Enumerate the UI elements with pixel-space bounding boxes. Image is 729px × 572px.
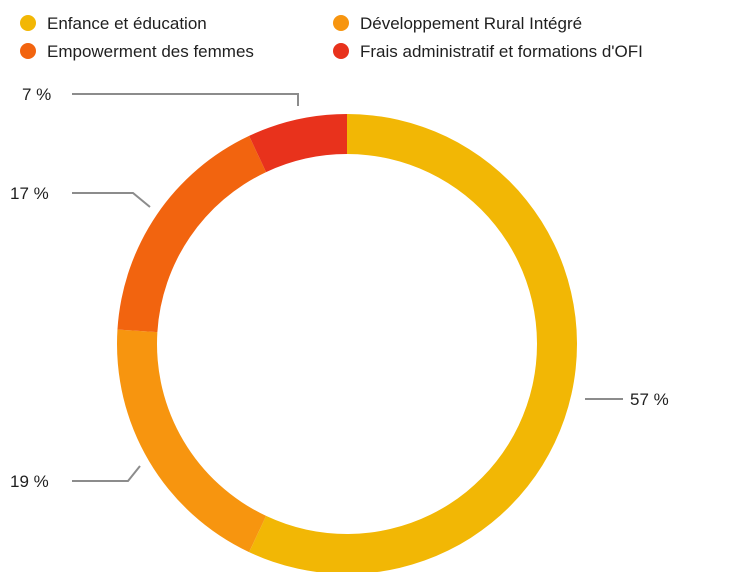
data-label-developpement: 19 % <box>10 472 49 491</box>
legend-swatch-enfance <box>20 15 36 31</box>
legend-swatch-empowerment <box>20 43 36 59</box>
leader-line-19 <box>72 466 140 481</box>
legend: Enfance et éducation Développement Rural… <box>20 14 643 61</box>
leader-line-7 <box>72 94 298 106</box>
slice-frais <box>249 114 347 172</box>
data-label-empowerment: 17 % <box>10 184 49 203</box>
slice-empowerment <box>117 136 266 332</box>
legend-label-enfance: Enfance et éducation <box>47 14 207 33</box>
legend-label-empowerment: Empowerment des femmes <box>47 42 254 61</box>
leader-line-17 <box>72 193 150 207</box>
donut-slices <box>117 114 577 572</box>
slice-enfance <box>249 114 577 572</box>
legend-swatch-developpement <box>333 15 349 31</box>
legend-label-developpement: Développement Rural Intégré <box>360 14 582 33</box>
data-label-frais: 7 % <box>22 85 51 104</box>
slice-developpement <box>117 330 266 553</box>
data-label-enfance: 57 % <box>630 390 669 409</box>
legend-swatch-frais <box>333 43 349 59</box>
legend-label-frais: Frais administratif et formations d'OFI <box>360 42 643 61</box>
